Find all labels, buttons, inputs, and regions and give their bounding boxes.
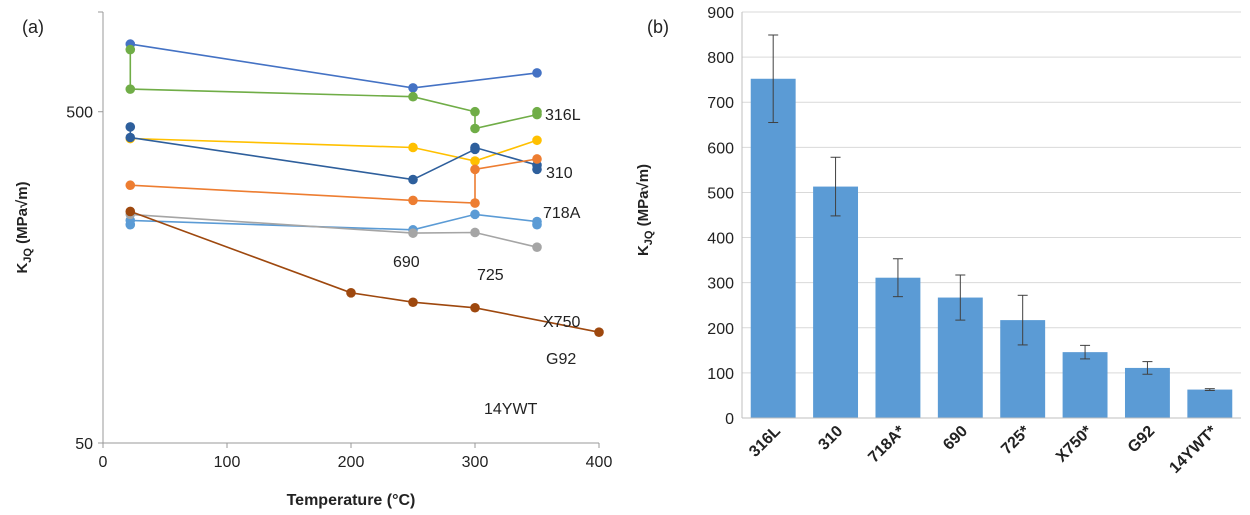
data-point — [408, 228, 418, 238]
series-annotation: G92 — [546, 351, 576, 368]
data-point — [125, 132, 136, 143]
data-point — [125, 84, 136, 94]
category-label: 725* — [998, 422, 1034, 458]
data-point — [470, 142, 480, 153]
x-tick-label: 100 — [214, 454, 241, 471]
y-tick-label: 100 — [707, 366, 734, 383]
data-point — [470, 227, 480, 238]
y-tick-label: 600 — [707, 140, 734, 157]
y-tick-label: 500 — [707, 185, 734, 202]
y-tick-label: 300 — [707, 276, 734, 293]
data-point — [532, 164, 542, 175]
series-annotation: 690 — [393, 254, 420, 271]
category-label: 690 — [940, 423, 971, 454]
data-point — [125, 44, 136, 55]
category-label: 316L — [746, 423, 784, 461]
data-point — [408, 91, 418, 102]
y-tick-label: 800 — [707, 50, 734, 67]
x-axis-title: Temperature (°C) — [287, 492, 416, 509]
panel-label-a: (a) — [22, 17, 44, 37]
x-tick-label: 200 — [338, 454, 365, 471]
bar — [1124, 367, 1170, 418]
y-tick-label: 400 — [707, 231, 734, 248]
series-line — [130, 137, 538, 162]
chart-b: 0 100 200 300 400 500 600 700 800 900 316L 310 718A*… — [635, 5, 1241, 477]
bar — [1062, 352, 1108, 418]
data-point — [532, 154, 542, 164]
x-tick-label: 300 — [462, 454, 489, 471]
category-label: 310 — [815, 423, 846, 454]
category-label: 14YWT* — [1166, 422, 1221, 477]
data-point — [470, 106, 480, 117]
y-tick-label: 500 — [66, 105, 93, 122]
data-point — [125, 122, 136, 132]
chart-a: (a) 50 500 0 100 200 300 400 Temperature (°C) KJQ… — [14, 11, 613, 509]
series-line — [130, 213, 538, 248]
y-tick-label: 50 — [75, 436, 93, 453]
data-point — [470, 164, 480, 175]
bar — [1187, 389, 1233, 418]
data-point — [470, 156, 480, 166]
data-point — [470, 123, 480, 134]
y-tick-label: 0 — [725, 411, 734, 428]
data-point — [408, 195, 418, 206]
data-point — [532, 68, 542, 78]
data-point — [125, 206, 136, 217]
y-tick-label: 200 — [707, 321, 734, 338]
bar — [813, 186, 859, 418]
series-annotation: 310 — [546, 165, 573, 182]
x-tick-label: 0 — [99, 454, 108, 471]
data-point — [532, 106, 542, 117]
series-annotation: 14YWT — [484, 401, 538, 418]
data-point — [532, 135, 542, 146]
data-point — [125, 180, 136, 191]
panel-label-b: (b) — [647, 17, 669, 37]
y-tick-label: 900 — [707, 5, 734, 22]
data-point — [532, 219, 542, 230]
category-label: 718A* — [865, 422, 909, 466]
data-point — [408, 83, 418, 93]
x-tick-label: 400 — [586, 454, 613, 471]
y-axis-title: KJQ (MPa√m) — [14, 181, 34, 273]
series-annotation: 316L — [545, 107, 581, 124]
data-point — [532, 242, 542, 252]
series-annotation: 725 — [477, 267, 504, 284]
bar — [750, 78, 796, 419]
data-point — [346, 288, 356, 298]
data-point — [594, 327, 604, 338]
data-point — [470, 198, 480, 208]
bar — [875, 277, 921, 418]
series-line — [130, 43, 538, 89]
data-point — [408, 174, 418, 185]
y-tick-label: 700 — [707, 95, 734, 112]
data-point — [408, 297, 418, 308]
category-label: X750* — [1053, 422, 1096, 465]
series-annotation: X750 — [543, 314, 580, 331]
data-point — [408, 142, 418, 153]
y-axis-title: KJQ (MPa√m) — [635, 164, 655, 256]
data-point — [470, 302, 480, 313]
series-annotation: 718A — [543, 205, 581, 222]
data-point — [470, 209, 480, 220]
series-line — [129, 49, 538, 130]
category-label: G92 — [1125, 423, 1158, 456]
